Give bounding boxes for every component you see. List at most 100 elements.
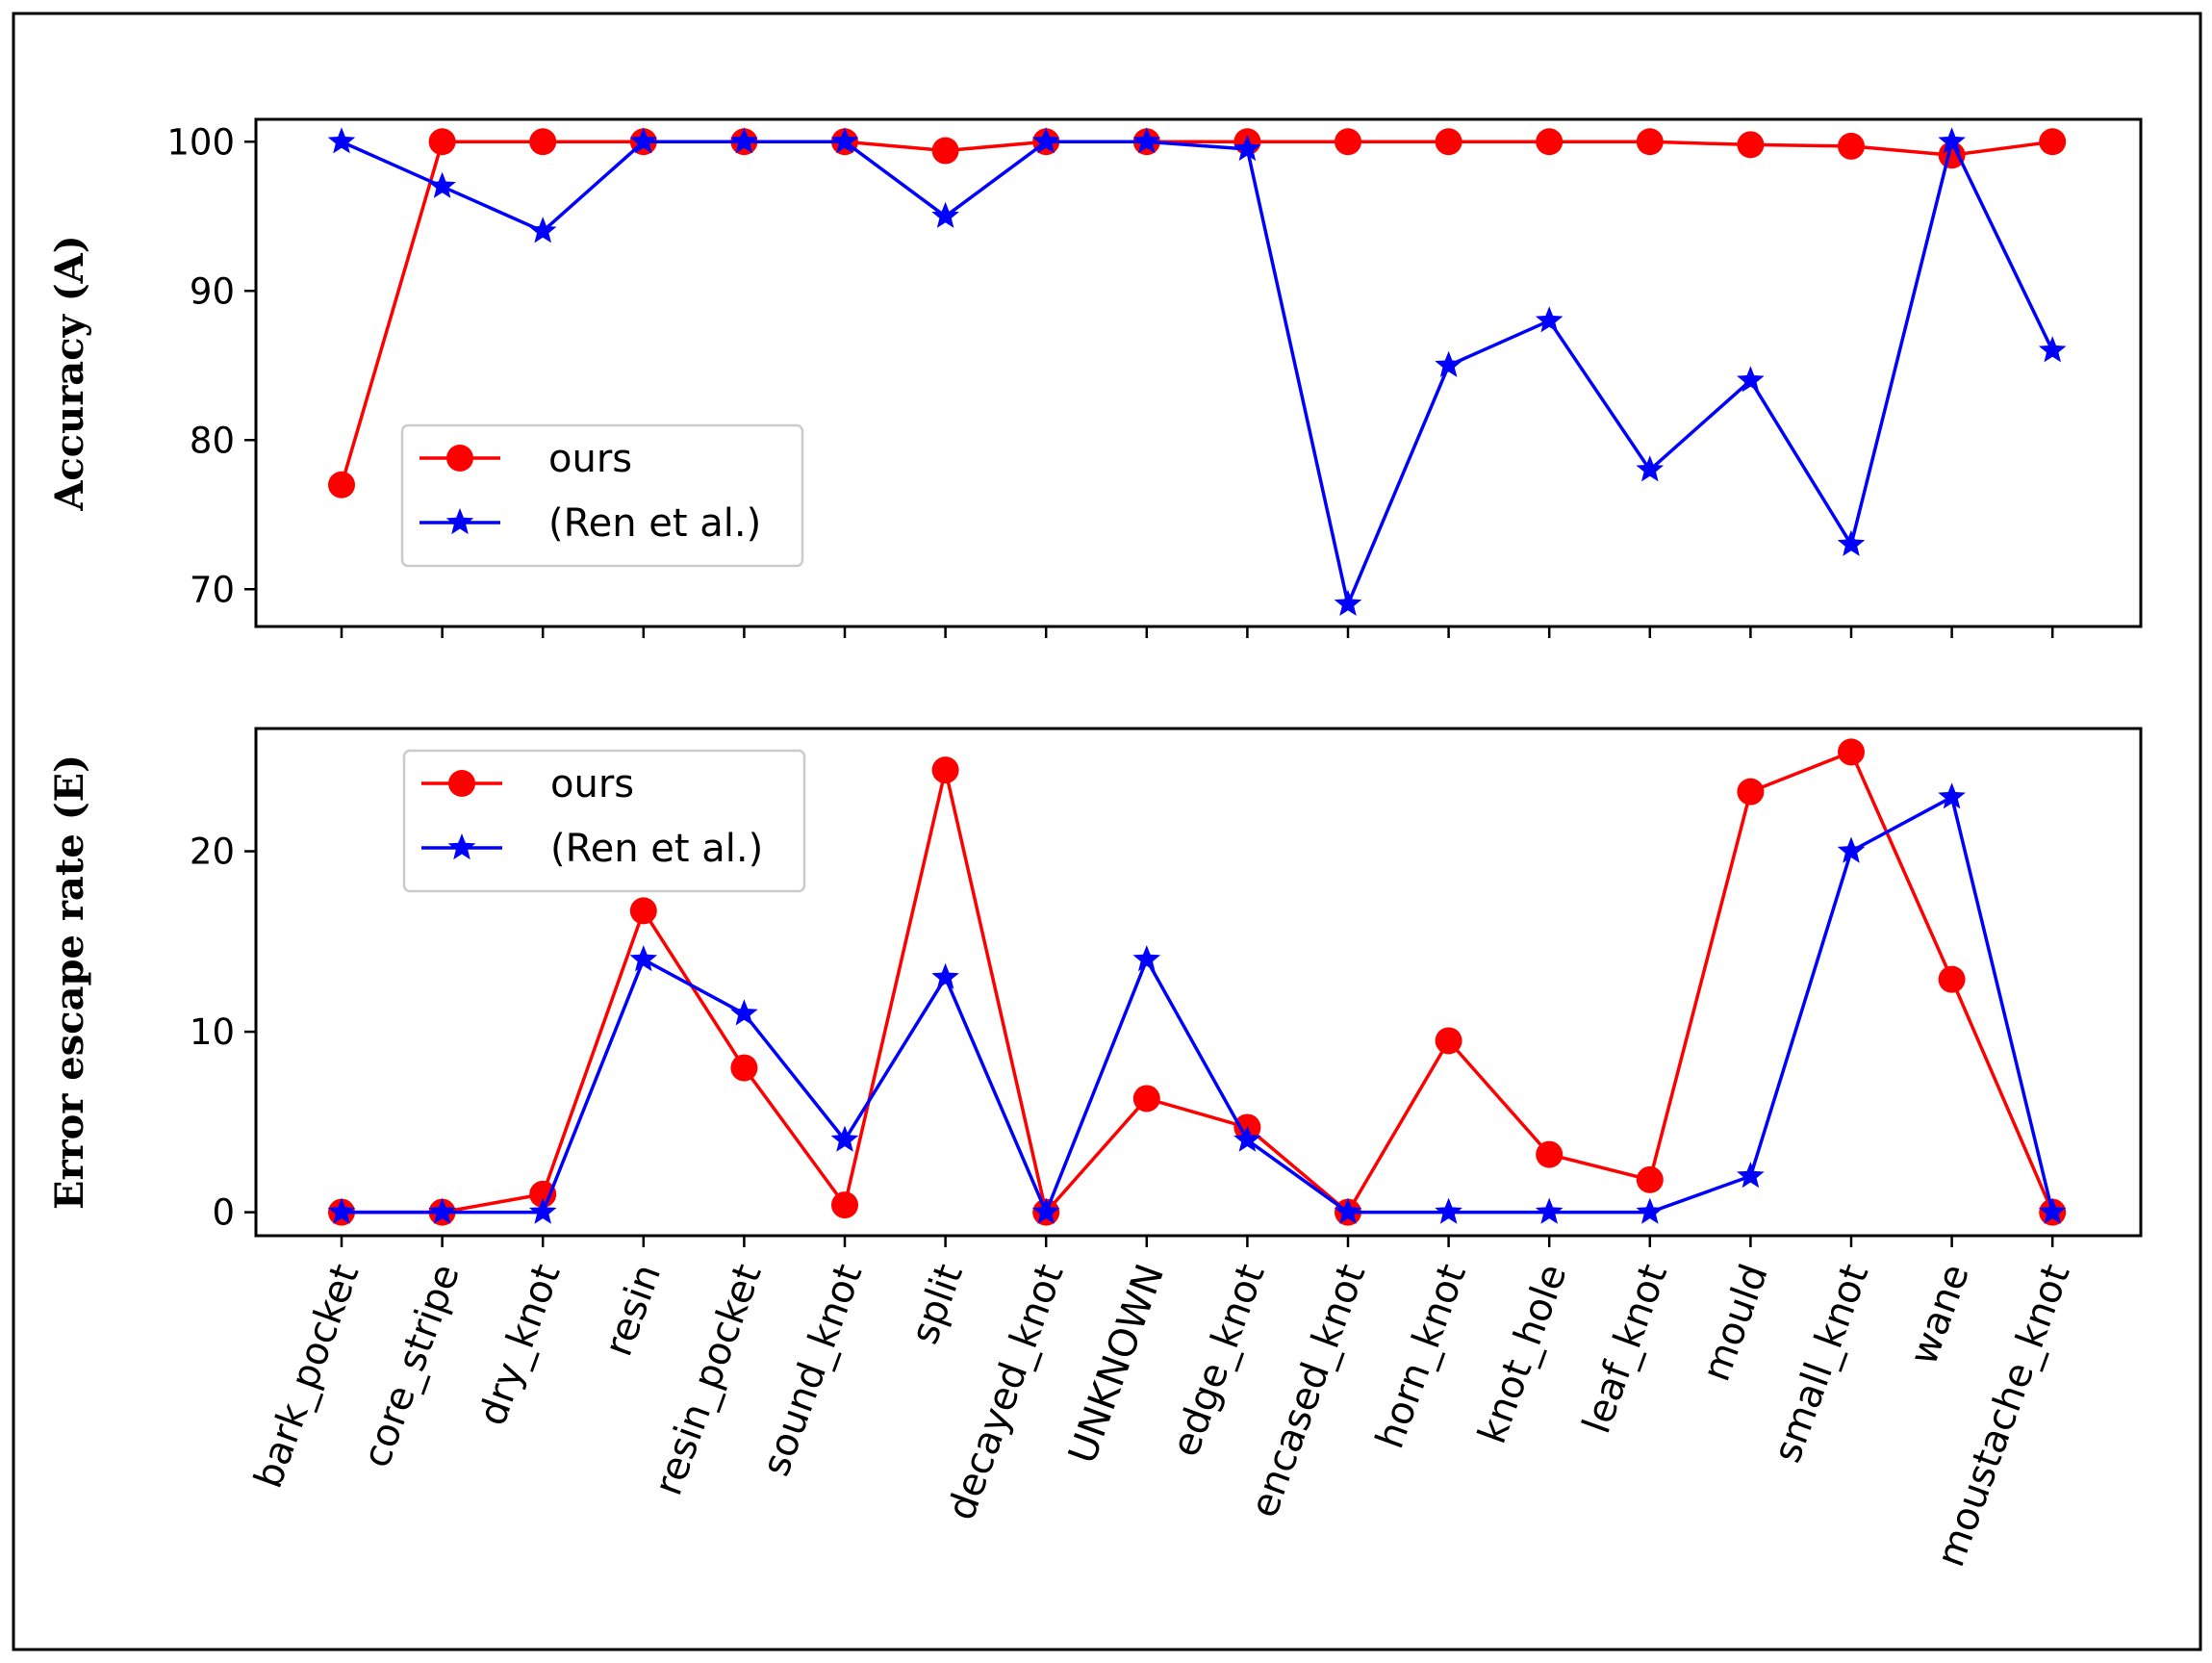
accuracy-ren-point-moustache-knot	[2038, 336, 2067, 363]
error-escape-ours-point-wane	[1938, 965, 1966, 993]
error-escape-ren-point-resin-pocket	[730, 999, 758, 1026]
accuracy-ours-line	[340, 140, 2053, 486]
accuracy-ren-point-unknown	[1132, 127, 1161, 154]
error-escape-ours-point-sound-knot	[831, 1191, 858, 1219]
accuracy-ours-point-mould	[1737, 131, 1765, 159]
error-escape-ytick-label-10: 10	[190, 1011, 235, 1053]
error-escape-ours-point-split	[931, 756, 959, 784]
accuracy-legend-ours-marker	[446, 445, 473, 472]
accuracy-ren-point-resin-pocket	[730, 127, 758, 154]
accuracy-ren-point-knot-hole	[1535, 306, 1564, 333]
error-escape-ren-point-mould	[1737, 1162, 1765, 1189]
x-tick-label-knot-hole: knot_hole	[1470, 1259, 1576, 1449]
error-escape-legend-ours-marker	[448, 770, 475, 797]
accuracy-ren-point-encased-knot	[1334, 589, 1362, 616]
accuracy-ren-point-dry-knot	[528, 217, 557, 243]
x-tick-label-split: split	[903, 1259, 972, 1350]
accuracy-ours-point-core-stripe	[428, 128, 456, 156]
error-escape-ren-point-core-stripe	[428, 1197, 456, 1224]
error-escape-ours-point-resin-pocket	[730, 1054, 758, 1082]
error-escape-ren-point-decayed-knot	[1031, 1197, 1060, 1224]
error-escape-ours-point-resin	[629, 897, 657, 925]
error-escape-ren-point-split	[931, 962, 959, 989]
accuracy-ren-point-split	[931, 201, 959, 228]
accuracy-y-ticks: 70 80 90 100	[166, 121, 256, 610]
accuracy-panel: 70 80 90 100 Accuracy (A) ours (Ren et al.)	[47, 117, 2143, 638]
error-escape-ren-point-unknown	[1132, 945, 1161, 972]
accuracy-ren-point-horn-knot	[1435, 350, 1462, 377]
accuracy-marks	[327, 127, 2067, 616]
x-tick-label-dry-knot: dry_knot	[470, 1259, 570, 1431]
error-escape-ours-point-knot-hole	[1536, 1140, 1564, 1168]
accuracy-ytick-label-100: 100	[166, 121, 235, 163]
error-escape-y-ticks: 0 10 20	[190, 832, 256, 1234]
accuracy-legend-ours-label: ours	[548, 437, 632, 481]
error-escape-ren-point-wane	[1938, 782, 1966, 809]
accuracy-y-axis-label: Accuracy (A)	[47, 235, 92, 511]
error-escape-ren-point-leaf-knot	[1636, 1197, 1665, 1224]
error-escape-y-axis-label: Error escape rate (E)	[47, 755, 92, 1210]
error-escape-ours-point-horn-knot	[1435, 1027, 1462, 1055]
accuracy-ren-point-small-knot	[1837, 529, 1866, 556]
x-tick-label-resin-pocket: resin_pocket	[647, 1259, 771, 1501]
accuracy-ren-point-decayed-knot	[1031, 127, 1060, 154]
error-escape-legend-frame	[402, 749, 806, 893]
accuracy-ren-point-sound-knot	[830, 127, 859, 154]
error-escape-ren-point-small-knot	[1837, 836, 1866, 863]
error-escape-ren-point-moustache-knot	[2038, 1197, 2067, 1224]
error-escape-ours-point-leaf-knot	[1636, 1165, 1664, 1193]
accuracy-ren-point-edge-knot	[1233, 135, 1261, 162]
error-escape-ren-point-knot-hole	[1535, 1197, 1564, 1224]
accuracy-ours-point-bark-pocket	[328, 471, 355, 499]
accuracy-ours-point-split	[931, 137, 959, 165]
accuracy-ren-point-wane	[1938, 127, 1966, 154]
x-tick-label-edge-knot: edge_knot	[1163, 1259, 1274, 1463]
x-tick-label-bark-pocket: bark_pocket	[246, 1259, 368, 1494]
error-escape-legend-ren-label: (Ren et al.)	[550, 827, 763, 871]
error-escape-ren-point-resin	[629, 945, 658, 972]
error-escape-axes-frame	[254, 727, 2143, 1238]
accuracy-x-ticks	[340, 627, 2054, 638]
figure-border	[12, 12, 2202, 1651]
accuracy-legend-frame	[400, 423, 804, 568]
x-tick-label-sound-knot: sound_knot	[753, 1259, 871, 1482]
accuracy-ren-line	[341, 140, 2054, 606]
accuracy-ren-point-resin	[629, 127, 658, 154]
error-escape-ren-point-horn-knot	[1435, 1197, 1462, 1224]
error-escape-ytick-label-20: 20	[190, 832, 235, 873]
error-escape-ours-line	[342, 750, 2054, 1215]
accuracy-ren-point-mould	[1737, 366, 1765, 393]
accuracy-ytick-label-90: 90	[190, 270, 235, 312]
error-escape-ours-point-small-knot	[1838, 738, 1865, 766]
x-tick-label-mould: mould	[1694, 1259, 1777, 1387]
accuracy-legend-ren-label: (Ren et al.)	[548, 501, 761, 546]
accuracy-legend: ours (Ren et al.)	[400, 423, 804, 568]
accuracy-ours-point-dry-knot	[529, 128, 557, 156]
x-tick-label-resin: resin	[597, 1259, 671, 1362]
accuracy-ours-point-knot-hole	[1536, 128, 1564, 156]
accuracy-ren-point-bark-pocket	[327, 127, 356, 154]
accuracy-ren-point-core-stripe	[428, 171, 456, 198]
accuracy-ours-point-small-knot	[1838, 132, 1865, 160]
x-tick-label-small-knot: small_knot	[1766, 1259, 1878, 1469]
error-escape-ren-point-bark-pocket	[327, 1197, 356, 1224]
error-escape-ren-point-encased-knot	[1334, 1197, 1362, 1224]
accuracy-ytick-label-80: 80	[190, 420, 235, 461]
error-escape-ours-point-dry-knot	[529, 1180, 557, 1208]
error-escape-ren-point-sound-knot	[830, 1125, 859, 1152]
error-escape-ren-point-dry-knot	[528, 1197, 557, 1224]
x-tick-label-wane: wane	[1901, 1259, 1978, 1370]
x-tick-label-horn-knot: horn_knot	[1368, 1259, 1475, 1454]
error-escape-ours-point-mould	[1737, 778, 1765, 806]
error-escape-legend-ren-marker	[447, 833, 476, 860]
accuracy-ours-point-horn-knot	[1435, 128, 1462, 156]
accuracy-ytick-label-70: 70	[190, 569, 235, 610]
error-escape-ytick-label-0: 0	[212, 1192, 235, 1234]
x-tick-label-unknown: UNKNOWN	[1060, 1259, 1173, 1470]
error-escape-ours-point-unknown	[1132, 1085, 1160, 1113]
error-escape-ren-line	[342, 795, 2054, 1215]
error-escape-marks	[327, 738, 2067, 1226]
accuracy-ours-point-leaf-knot	[1636, 128, 1664, 156]
